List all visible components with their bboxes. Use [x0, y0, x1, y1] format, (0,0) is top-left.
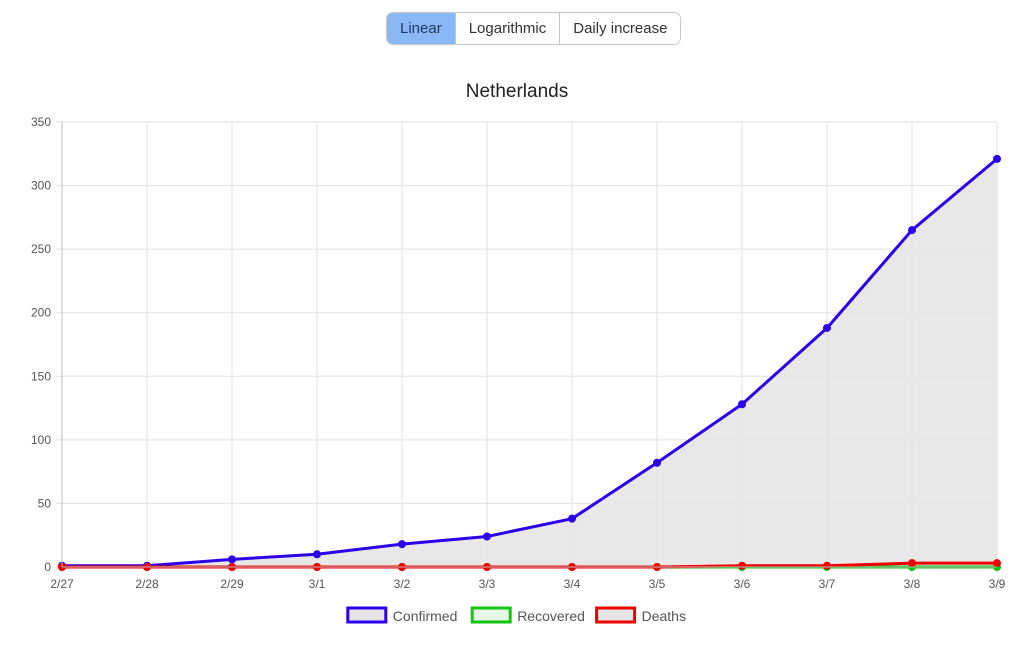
x-tick-label: 2/29 [220, 577, 244, 591]
x-tick-label: 2/28 [135, 577, 159, 591]
legend-item-confirmed: Confirmed [346, 606, 458, 624]
y-tick-label: 100 [31, 433, 51, 447]
data-point-confirmed [568, 514, 576, 523]
legend-label: Recovered [517, 608, 585, 624]
legend-swatch-deaths [595, 606, 637, 624]
legend-swatch-recovered [470, 606, 512, 624]
data-point-deaths [993, 559, 1001, 568]
chart-title: Netherlands [466, 81, 568, 102]
legend-swatch-confirmed [346, 606, 388, 624]
x-tick-label: 3/7 [819, 577, 836, 591]
x-tick-label: 3/3 [479, 577, 496, 591]
y-tick-label: 250 [31, 242, 51, 256]
legend-item-recovered: Recovered [470, 606, 585, 624]
data-point-deaths [738, 561, 746, 570]
legend-label: Deaths [642, 608, 686, 624]
legend-label: Confirmed [393, 608, 458, 624]
x-tick-label: 3/5 [649, 577, 666, 591]
series-area-confirmed [62, 158, 997, 567]
data-point-deaths [908, 559, 916, 568]
x-tick-label: 2/27 [50, 577, 74, 591]
data-point-confirmed [738, 400, 746, 409]
x-tick-label: 3/2 [394, 577, 411, 591]
y-tick-label: 350 [31, 115, 51, 129]
data-point-confirmed [483, 532, 491, 541]
data-point-confirmed [313, 550, 321, 559]
y-tick-label: 0 [44, 560, 51, 574]
legend-item-deaths: Deaths [595, 606, 686, 624]
data-point-deaths [823, 561, 831, 570]
x-tick-label: 3/8 [904, 577, 921, 591]
data-point-confirmed [398, 540, 406, 549]
y-tick-label: 150 [31, 369, 51, 383]
y-tick-label: 300 [31, 179, 51, 193]
linear-button[interactable]: Linear [387, 13, 455, 44]
x-tick-label: 3/6 [734, 577, 751, 591]
x-tick-label: 3/4 [564, 577, 581, 591]
y-tick-label: 200 [31, 306, 51, 320]
x-tick-label: 3/1 [309, 577, 326, 591]
data-point-confirmed [653, 458, 661, 467]
logarithmic-button[interactable]: Logarithmic [454, 13, 560, 44]
daily-increase-button[interactable]: Daily increase [559, 13, 681, 44]
chart-areas [62, 158, 997, 567]
chart-axes: 0 50 100 150 200 250 300 350 2/27 2/28 2/29 3/1 3/2 3… [31, 115, 1006, 591]
data-point-confirmed [823, 323, 831, 332]
chart-legend: Confirmed Recovered Deaths [346, 606, 686, 624]
series-line-confirmed [62, 157, 998, 568]
data-point-confirmed [228, 555, 236, 564]
chart-mode-toggle: Linear Logarithmic Daily increase [386, 12, 682, 45]
y-tick-label: 50 [38, 496, 52, 510]
data-point-confirmed [908, 226, 916, 235]
data-point-confirmed [993, 154, 1001, 163]
x-tick-label: 3/9 [989, 577, 1006, 591]
